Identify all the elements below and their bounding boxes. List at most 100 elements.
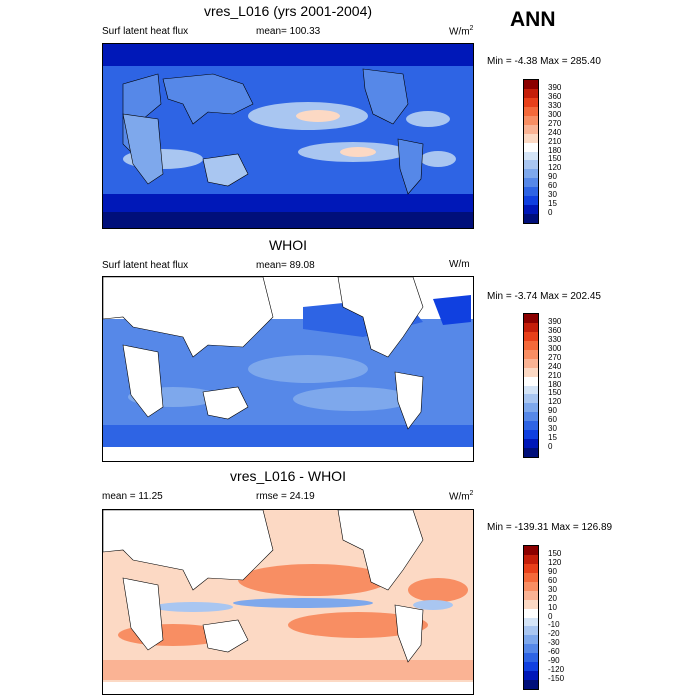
panel2-range-label: Min = -3.74 Max = 202.45 [487, 291, 601, 302]
colorbar-swatch [524, 635, 538, 645]
colorbar-tick-label: 90 [548, 172, 557, 182]
colorbar-swatch [524, 178, 538, 188]
panel3-title: vres_L016 - WHOI [230, 468, 346, 484]
panel2-variable-label: Surf latent heat flux [102, 260, 189, 271]
colorbar-swatch [524, 151, 538, 161]
colorbar-swatch [524, 412, 538, 422]
colorbar-swatch [524, 97, 538, 107]
colorbar-tick-label: 180 [548, 379, 562, 389]
colorbar-swatch [524, 644, 538, 654]
colorbar-tick-label: 30 [548, 424, 557, 434]
colorbar-swatch [524, 546, 538, 555]
colorbar-tick-label: 330 [548, 334, 562, 344]
colorbar-swatch [524, 430, 538, 440]
colorbar-swatch [524, 314, 538, 323]
colorbar-swatch [524, 160, 538, 170]
colorbar-tick-label: 210 [548, 136, 562, 146]
colorbar-tick-label: 120 [548, 163, 562, 173]
colorbar-tick-label: 0 [548, 442, 553, 452]
colorbar-swatch [524, 581, 538, 591]
colorbar-swatch [524, 599, 538, 609]
colorbar-tick-label: 15 [548, 199, 557, 209]
colorbar-tick-label: -90 [548, 656, 560, 666]
colorbar-tick-label: 240 [548, 127, 562, 137]
colorbar-tick-label: -120 [548, 665, 565, 675]
panel2-title: WHOI [268, 237, 308, 253]
colorbar-swatch [524, 133, 538, 143]
panel3-units-label: W/m2 [449, 490, 474, 503]
colorbar-swatch [524, 403, 538, 413]
colorbar-tick-label: 60 [548, 181, 557, 191]
colorbar-tick-label: -60 [548, 647, 560, 657]
colorbar-swatch [524, 196, 538, 206]
colorbar-tick-label: 60 [548, 415, 557, 425]
colorbar-swatch [524, 124, 538, 134]
colorbar-swatch [524, 662, 538, 672]
panel2-colorbar [523, 313, 539, 458]
colorbar-tick-label: 150 [548, 548, 562, 558]
panel3-colorbar-ticks: 150 120 90 60 30 20 10 0 -10 -20 -30 -60 -90 -120 -150 [548, 545, 588, 690]
panel2-map-svg [103, 277, 473, 461]
colorbar-tick-label: 150 [548, 154, 562, 164]
panel2-mean-label: mean= 89.08 [256, 260, 315, 271]
colorbar-swatch [524, 563, 538, 573]
colorbar-swatch [524, 80, 538, 89]
panel1-map-svg [103, 44, 473, 228]
colorbar-tick-label: 180 [548, 145, 562, 155]
panel3-colorbar [523, 545, 539, 690]
colorbar-tick-label: 270 [548, 118, 562, 128]
colorbar-swatch [524, 680, 538, 689]
colorbar-swatch [524, 572, 538, 582]
colorbar-swatch [524, 340, 538, 350]
colorbar-tick-label: 360 [548, 91, 562, 101]
colorbar-swatch [524, 439, 538, 449]
panel1-mean-label: mean= 100.33 [256, 26, 321, 37]
panel2-colorbar-ticks: 390 360 330 300 270 240 210 180 150 120 90 60 30 15 0 [548, 313, 588, 458]
colorbar-swatch [524, 626, 538, 636]
colorbar-tick-label: 60 [548, 575, 557, 585]
colorbar-swatch [524, 421, 538, 431]
panel1-colorbar-ticks: 390 360 330 300 270 240 210 180 150 120 90 60 30 15 0 [548, 79, 588, 224]
colorbar-swatch [524, 367, 538, 377]
colorbar-swatch [524, 385, 538, 395]
colorbar-swatch [524, 653, 538, 663]
colorbar-tick-label: -30 [548, 638, 560, 648]
colorbar-swatch [524, 142, 538, 152]
colorbar-swatch [524, 331, 538, 341]
colorbar-tick-label: 0 [548, 208, 553, 218]
colorbar-tick-label: 300 [548, 109, 562, 119]
colorbar-tick-label: 120 [548, 557, 562, 567]
colorbar-swatch [524, 115, 538, 125]
colorbar-swatch [524, 590, 538, 600]
colorbar-tick-label: 20 [548, 593, 557, 603]
colorbar-tick-label: -10 [548, 620, 560, 630]
colorbar-swatch [524, 448, 538, 457]
colorbar-swatch [524, 376, 538, 386]
colorbar-swatch [524, 187, 538, 197]
panel3-mean-label: mean = 11.25 [102, 491, 163, 502]
colorbar-swatch [524, 88, 538, 98]
colorbar-swatch [524, 169, 538, 179]
colorbar-tick-label: 30 [548, 190, 557, 200]
colorbar-tick-label: 390 [548, 316, 562, 326]
panel1-map [102, 43, 474, 229]
panel3-range-label: Min = -139.31 Max = 126.89 [487, 522, 613, 533]
colorbar-swatch [524, 349, 538, 359]
colorbar-tick-label: 210 [548, 370, 562, 380]
colorbar-swatch [524, 358, 538, 368]
colorbar-tick-label: 300 [548, 343, 562, 353]
colorbar-tick-label: 15 [548, 433, 557, 443]
colorbar-tick-label: 360 [548, 325, 562, 335]
colorbar-swatch [524, 106, 538, 116]
colorbar-tick-label: 270 [548, 352, 562, 362]
colorbar-swatch [524, 322, 538, 332]
colorbar-tick-label: 330 [548, 100, 562, 110]
colorbar-tick-label: -20 [548, 629, 560, 639]
colorbar-tick-label: 240 [548, 361, 562, 371]
colorbar-tick-label: 30 [548, 584, 557, 594]
panel1-colorbar [523, 79, 539, 224]
colorbar-tick-label: 90 [548, 566, 557, 576]
colorbar-swatch [524, 554, 538, 564]
panel1-units-label: W/m2 [449, 25, 474, 38]
colorbar-swatch [524, 617, 538, 627]
